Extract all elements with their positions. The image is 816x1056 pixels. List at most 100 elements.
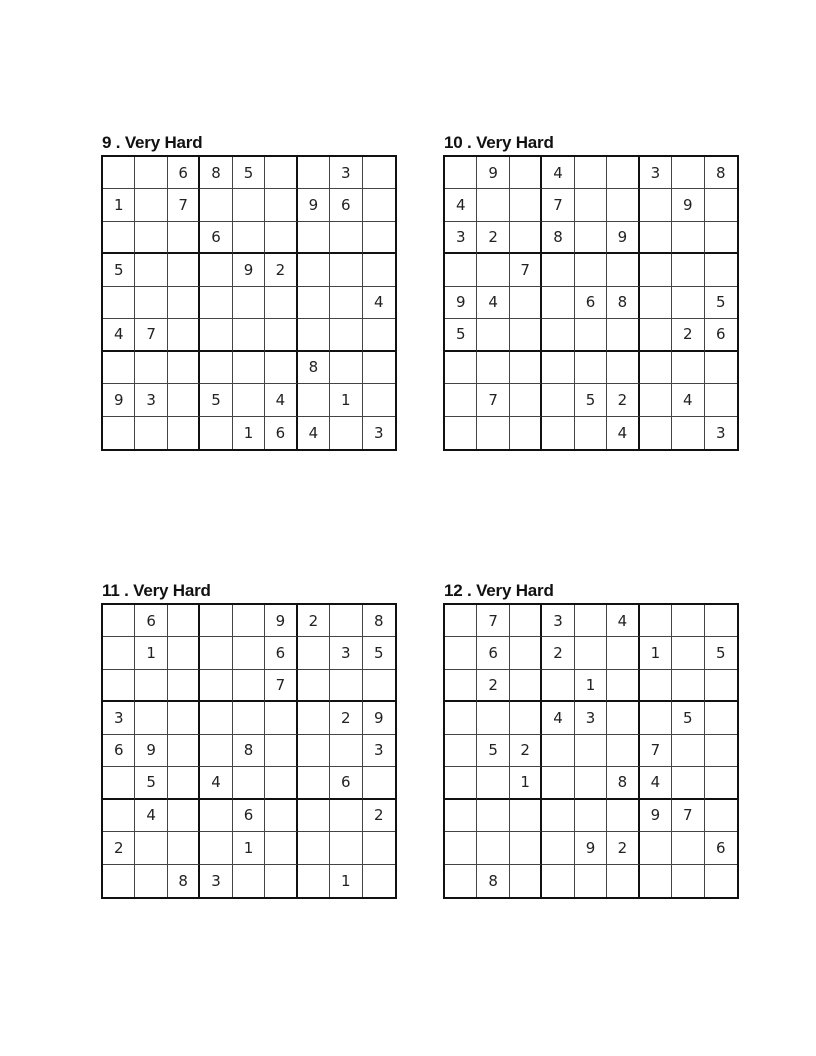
sudoku-cell: [542, 319, 575, 352]
sudoku-cell: [103, 864, 136, 897]
sudoku-cell: [167, 384, 201, 417]
sudoku-cell: [232, 286, 266, 320]
sudoku-cell: [510, 864, 543, 897]
sudoku-cell: [167, 286, 201, 320]
sudoku-cell: 8: [477, 864, 510, 897]
sudoku-cell: [200, 416, 233, 449]
sudoku-cell: [135, 702, 168, 735]
sudoku-cell: [574, 767, 608, 800]
sudoku-cell: 3: [103, 702, 136, 735]
sudoku-cell: 5: [200, 384, 233, 417]
sudoku-cell: 6: [477, 637, 510, 670]
sudoku-cell: [445, 157, 478, 190]
sudoku-cell: [330, 286, 363, 320]
sudoku-cell: [639, 669, 673, 703]
sudoku-cell: [200, 254, 233, 287]
sudoku-cell: [542, 799, 575, 833]
sudoku-cell: [362, 670, 395, 703]
sudoku-cell: [362, 222, 395, 255]
sudoku-cell: 5: [362, 637, 395, 670]
sudoku-cell: [330, 832, 363, 865]
sudoku-cell: [510, 416, 543, 449]
sudoku-cell: [445, 637, 478, 670]
sudoku-cell: [509, 319, 543, 352]
sudoku-cell: [574, 254, 608, 287]
sudoku-cell: [200, 832, 233, 865]
sudoku-cell: [330, 799, 363, 833]
sudoku-cell: [704, 189, 737, 222]
sudoku-cell: [607, 254, 640, 287]
sudoku-cell: [639, 832, 673, 865]
sudoku-cell: [639, 702, 673, 735]
sudoku-cell: [672, 767, 705, 800]
sudoku-cell: [232, 767, 266, 800]
sudoku-cell: 8: [704, 157, 737, 190]
sudoku-cell: 7: [477, 605, 510, 638]
sudoku-cell: [135, 254, 168, 287]
sudoku-cell: 3: [542, 605, 575, 638]
sudoku-cell: [167, 767, 201, 800]
sudoku-cell: 4: [103, 319, 136, 352]
sudoku-cell: 7: [542, 189, 575, 222]
sudoku-cell: [542, 384, 575, 417]
sudoku-cell: [362, 319, 395, 352]
sudoku-cell: 8: [168, 864, 201, 897]
sudoku-cell: [265, 734, 298, 768]
sudoku-cell: 6: [232, 799, 266, 833]
sudoku-cell: [103, 351, 136, 385]
sudoku-cell: 4: [445, 189, 478, 222]
sudoku-cell: 7: [477, 384, 510, 417]
sudoku-cell: 9: [135, 734, 168, 768]
sudoku-cell: [232, 221, 266, 255]
sudoku-cell: [200, 605, 233, 638]
sudoku-cell: [672, 254, 705, 287]
sudoku-cell: [477, 319, 510, 352]
sudoku-cell: 5: [135, 767, 168, 800]
sudoku-cell: [672, 669, 705, 703]
sudoku-cell: [103, 669, 136, 703]
sudoku-cell: [704, 222, 737, 255]
sudoku-cell: [672, 832, 705, 865]
sudoku-cell: [477, 832, 510, 865]
sudoku-cell: [297, 799, 331, 833]
sudoku-cell: 1: [509, 767, 543, 800]
sudoku-cell: [103, 767, 136, 800]
sudoku-cell: 6: [265, 416, 298, 449]
sudoku-cell: 8: [607, 286, 640, 320]
sudoku-cell: 3: [445, 221, 478, 255]
sudoku-cell: [672, 351, 705, 385]
sudoku-cell: 7: [672, 799, 705, 833]
sudoku-cell: 3: [362, 735, 395, 768]
sudoku-cell: [167, 702, 201, 735]
sudoku-cell: [103, 416, 136, 449]
sudoku-cell: [297, 319, 331, 352]
sudoku-cell: [103, 286, 136, 320]
sudoku-cell: 2: [542, 637, 575, 670]
sudoku-cell: [265, 832, 298, 865]
sudoku-cell: [135, 832, 168, 865]
sudoku-cell: [233, 864, 266, 897]
sudoku-cell: [704, 352, 737, 385]
sudoku-cell: 4: [672, 384, 705, 417]
sudoku-cell: [265, 767, 298, 800]
sudoku-cell: [265, 286, 298, 320]
sudoku-cell: [639, 221, 673, 255]
sudoku-cell: [200, 669, 233, 703]
sudoku-cell: [200, 734, 233, 768]
sudoku-cell: [672, 605, 705, 638]
sudoku-cell: [574, 799, 608, 833]
sudoku-cell: [135, 864, 168, 897]
sudoku-cell: [672, 734, 705, 768]
sudoku-cell: [297, 221, 331, 255]
sudoku-cell: 2: [265, 254, 298, 287]
sudoku-cell: [477, 416, 510, 449]
sudoku-cell: [477, 767, 510, 800]
sudoku-cell: [135, 669, 168, 703]
sudoku-cell: 1: [103, 189, 136, 222]
sudoku-cell: [574, 221, 608, 255]
sudoku-cell: [640, 864, 673, 897]
sudoku-cell: [167, 351, 201, 385]
sudoku-cell: [509, 351, 543, 385]
sudoku-cell: [509, 799, 543, 833]
